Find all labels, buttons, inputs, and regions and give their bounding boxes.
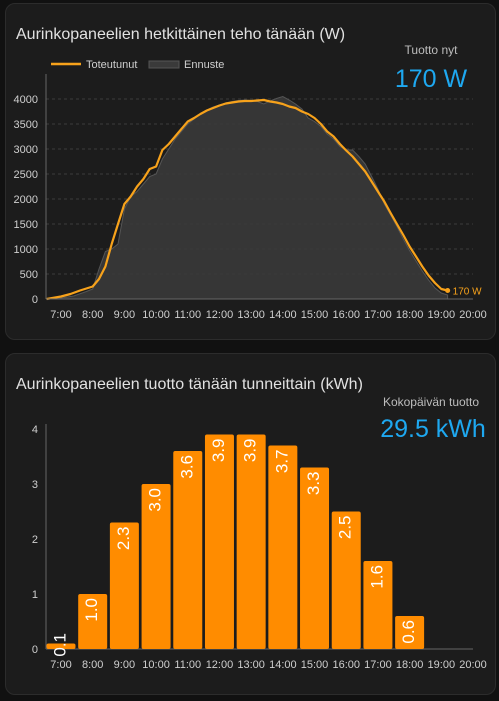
power-xtick-11: 18:00 bbox=[396, 309, 424, 321]
energy-bar-label-1: 1.0 bbox=[82, 598, 101, 622]
power-ytick-4: 2000 bbox=[14, 194, 38, 206]
energy-bar-label-2: 2.3 bbox=[114, 527, 133, 551]
energy-bar-label-6: 3.9 bbox=[241, 439, 260, 463]
energy-xtick-11: 18:00 bbox=[396, 659, 424, 671]
energy-bar-8 bbox=[300, 467, 330, 649]
forecast-area-layer bbox=[46, 95, 449, 300]
energy-bar-2 bbox=[109, 522, 139, 649]
energy-xtick-9: 16:00 bbox=[332, 659, 360, 671]
power-ytick-0: 0 bbox=[32, 294, 38, 306]
power-xtick-3: 10:00 bbox=[142, 309, 170, 321]
actual-last-point-label: 170 W bbox=[453, 287, 482, 298]
power-chart-axes: 0 500 1000 1500 2000 2500 3000 3500 4000 7:00 8:00… bbox=[14, 74, 487, 321]
daily-total-label: Kokopäivän tuotto bbox=[382, 395, 480, 409]
actual-last-point bbox=[445, 288, 451, 293]
legend-label-actual: Toteutunut bbox=[86, 59, 137, 71]
legend-swatch-forecast bbox=[148, 60, 180, 69]
energy-bar-1 bbox=[78, 594, 108, 649]
power-xtick-5: 12:00 bbox=[206, 309, 234, 321]
power-xtick-0: 7:00 bbox=[50, 309, 71, 321]
energy-ytick-1: 1 bbox=[32, 589, 38, 601]
energy-bar-label-9: 2.5 bbox=[336, 516, 355, 540]
energy-bar-label-7: 3.7 bbox=[272, 450, 291, 474]
power-xtick-6: 13:00 bbox=[237, 309, 265, 321]
power-ytick-7: 3500 bbox=[14, 119, 38, 131]
energy-bar-0 bbox=[46, 643, 76, 649]
current-power-label: Tuotto nyt bbox=[404, 43, 458, 57]
energy-xtick-1: 8:00 bbox=[82, 659, 103, 671]
power-ytick-6: 3000 bbox=[14, 144, 38, 156]
actual-line-layer: 170 W bbox=[46, 98, 482, 301]
power-xtick-12: 19:00 bbox=[428, 309, 456, 321]
power-ytick-1: 500 bbox=[20, 269, 38, 281]
energy-xtick-4: 11:00 bbox=[174, 659, 201, 671]
power-chart-legend: Toteutunut Ennuste bbox=[51, 59, 224, 71]
energy-xtick-13: 20:00 bbox=[459, 659, 487, 671]
power-xtick-10: 17:00 bbox=[364, 309, 392, 321]
energy-ytick-4: 4 bbox=[32, 424, 38, 436]
forecast-area bbox=[46, 95, 449, 300]
energy-xtick-10: 17:00 bbox=[364, 659, 392, 671]
current-power-value: 170 W bbox=[394, 65, 468, 93]
energy-xtick-7: 14:00 bbox=[269, 659, 297, 671]
energy-xtick-3: 10:00 bbox=[142, 659, 170, 671]
power-ytick-5: 2500 bbox=[14, 169, 38, 181]
energy-bar-5 bbox=[204, 434, 234, 649]
power-xtick-7: 14:00 bbox=[269, 309, 297, 321]
power-xtick-2: 9:00 bbox=[114, 309, 135, 321]
power-ytick-3: 1500 bbox=[14, 219, 38, 231]
energy-bar-label-0: 0.1 bbox=[50, 633, 69, 657]
power-xtick-8: 15:00 bbox=[301, 309, 329, 321]
energy-ytick-0: 0 bbox=[32, 644, 38, 656]
energy-xtick-2: 9:00 bbox=[114, 659, 135, 671]
energy-bar-7 bbox=[268, 445, 298, 649]
energy-bar-label-11: 0.6 bbox=[399, 620, 418, 644]
energy-bar-9 bbox=[331, 511, 361, 649]
power-xtick-13: 20:00 bbox=[459, 309, 487, 321]
power-ytick-8: 4000 bbox=[14, 94, 38, 106]
power-card-title: Aurinkopaneelien hetkittäinen teho tänää… bbox=[16, 26, 346, 43]
energy-bar-4 bbox=[173, 451, 203, 649]
energy-ytick-3: 3 bbox=[32, 479, 38, 491]
power-ytick-2: 1000 bbox=[14, 244, 38, 256]
legend-label-forecast: Ennuste bbox=[184, 59, 224, 71]
energy-bar-11 bbox=[395, 616, 425, 649]
energy-ytick-2: 2 bbox=[32, 534, 38, 546]
energy-xtick-12: 19:00 bbox=[428, 659, 456, 671]
energy-bar-10 bbox=[363, 561, 393, 649]
energy-xtick-8: 15:00 bbox=[301, 659, 329, 671]
energy-xtick-0: 7:00 bbox=[50, 659, 71, 671]
energy-xtick-5: 12:00 bbox=[206, 659, 234, 671]
power-xtick-9: 16:00 bbox=[332, 309, 360, 321]
actual-line bbox=[46, 98, 448, 301]
daily-total-value: 29.5 kWh bbox=[380, 415, 486, 443]
energy-bar-label-5: 3.9 bbox=[209, 439, 228, 463]
energy-bar-label-10: 1.6 bbox=[367, 565, 386, 589]
energy-bar-label-3: 3.0 bbox=[146, 488, 165, 512]
energy-bar-label-8: 3.3 bbox=[304, 472, 323, 496]
energy-bar-6 bbox=[236, 434, 266, 649]
energy-xtick-6: 13:00 bbox=[237, 659, 265, 671]
energy-card-title: Aurinkopaneelien tuotto tänään tunneitta… bbox=[16, 376, 363, 393]
energy-bars-layer: 0.1 1.0 2.3 3.0 3.6 3.9 3.9 3.7 3.3 2.5 1.6 0.6 bbox=[46, 434, 425, 657]
power-xtick-4: 11:00 bbox=[174, 309, 201, 321]
power-xtick-1: 8:00 bbox=[82, 309, 103, 321]
energy-bar-3 bbox=[141, 484, 171, 649]
energy-bar-label-4: 3.6 bbox=[177, 455, 196, 479]
